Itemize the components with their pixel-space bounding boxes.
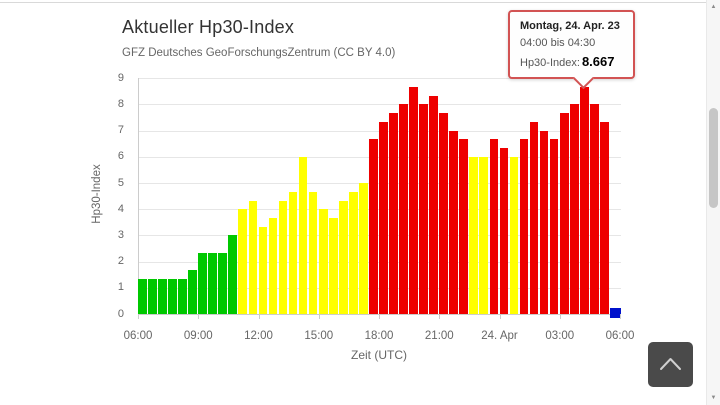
bar-16:30[interactable] (348, 191, 358, 314)
bar-07:00[interactable] (158, 279, 167, 314)
bar-05:30[interactable] (610, 308, 621, 318)
x-axis-tick (620, 314, 621, 319)
x-axis-tick (559, 314, 561, 319)
bar-13:00[interactable] (278, 200, 288, 314)
x-axis-tick (439, 314, 441, 319)
tooltip-index-value: 8.667 (581, 54, 615, 69)
bar-21:30[interactable] (449, 130, 459, 314)
bar-14:00[interactable] (298, 156, 308, 314)
bar-11:30[interactable] (248, 200, 258, 314)
bar-15:30[interactable] (328, 217, 338, 314)
bar-20:00[interactable] (419, 104, 428, 314)
bar-03:30[interactable] (569, 104, 579, 314)
tooltip-time-range: 04:00 bis 04:30 (520, 37, 596, 49)
x-axis-tick-label: 06:00 (123, 330, 153, 342)
bar-17:00[interactable] (358, 183, 368, 314)
x-axis-tick-label: 03:00 (545, 330, 575, 342)
x-axis-tick-label: 15:00 (304, 330, 334, 342)
bar-04:30[interactable] (589, 104, 599, 314)
gridline (138, 104, 621, 106)
scrollbar-down-arrow[interactable]: ▼ (710, 395, 717, 401)
tooltip-index-line: Hp30-Index: 8.667 (520, 54, 623, 69)
bar-02:00[interactable] (539, 130, 549, 314)
bar-13:30[interactable] (288, 191, 298, 314)
bar-08:00[interactable] (178, 279, 187, 314)
x-axis-tick (258, 314, 260, 319)
scrollbar-up-arrow[interactable]: ▲ (710, 4, 717, 10)
bar-18:30[interactable] (389, 113, 398, 314)
bar-00:00[interactable] (499, 148, 509, 314)
bar-05:00[interactable] (599, 121, 609, 314)
chart-title: Aktueller Hp30-Index (122, 17, 295, 37)
bar-00:30[interactable] (509, 156, 519, 314)
y-axis-tick-label: 6 (117, 150, 124, 163)
bar-15:00[interactable] (318, 209, 328, 314)
bar-11:00[interactable] (238, 209, 248, 314)
y-axis-tick-label: 2 (117, 255, 124, 268)
bar-21:00[interactable] (439, 113, 449, 314)
y-axis-tick-label: 7 (117, 124, 124, 137)
bar-12:30[interactable] (268, 217, 278, 314)
bar-18:00[interactable] (379, 121, 388, 314)
bar-20:30[interactable] (429, 95, 438, 314)
chevron-up-icon (648, 358, 693, 390)
y-axis-line (138, 78, 139, 314)
y-axis-title: Hp30-Index (91, 164, 103, 224)
bar-14:30[interactable] (308, 191, 318, 314)
y-axis-tick-label: 5 (117, 176, 124, 189)
bar-01:30[interactable] (529, 121, 539, 314)
x-axis-title: Zeit (UTC) (351, 348, 407, 362)
x-axis-tick (198, 314, 200, 319)
y-axis-tick-label: 0 (117, 307, 124, 320)
y-axis-tick-label: 4 (117, 202, 124, 215)
bar-07:30[interactable] (168, 279, 177, 314)
y-axis-tick-label: 8 (117, 97, 124, 110)
y-axis-tick-label: 9 (117, 71, 124, 84)
scroll-to-top-button[interactable] (648, 342, 693, 387)
bar-09:00[interactable] (198, 252, 208, 314)
x-axis-tick (318, 314, 320, 319)
bar-03:00[interactable] (559, 113, 569, 314)
bar-19:00[interactable] (399, 104, 408, 314)
x-axis-tick-label: 24. Apr (481, 330, 518, 342)
x-axis-tick-label: 18:00 (364, 330, 394, 342)
bar-06:30[interactable] (148, 279, 157, 314)
x-axis-tick-label: 21:00 (424, 330, 454, 342)
gridline (138, 78, 621, 80)
bar-12:00[interactable] (258, 226, 268, 314)
x-axis-tick-label: 09:00 (183, 330, 213, 342)
chart-subtitle: GFZ Deutsches GeoForschungsZentrum (CC B… (122, 47, 396, 59)
x-axis-tick (379, 314, 380, 319)
bar-04:00[interactable] (579, 86, 589, 314)
scrollbar[interactable]: ▲ ▼ (706, 0, 720, 405)
bar-16:00[interactable] (338, 200, 348, 314)
x-axis-tick-label: 06:00 (605, 330, 635, 342)
scrollbar-thumb[interactable] (709, 108, 718, 208)
bar-10:30[interactable] (228, 235, 238, 314)
bar-01:00[interactable] (519, 139, 529, 314)
bar-08:30[interactable] (188, 270, 197, 314)
bar-17:30[interactable] (369, 139, 378, 314)
bar-09:30[interactable] (208, 252, 218, 314)
tooltip-date: Montag, 24. Apr. 23 (520, 20, 620, 32)
bar-02:30[interactable] (549, 139, 559, 314)
x-axis-tick (138, 314, 139, 319)
top-divider (0, 2, 706, 3)
bar-22:30[interactable] (469, 156, 479, 314)
bar-23:00[interactable] (479, 156, 489, 314)
y-axis-tick-label: 1 (117, 281, 124, 294)
bar-10:00[interactable] (218, 252, 228, 314)
bar-06:00[interactable] (138, 279, 147, 314)
bar-23:30[interactable] (489, 139, 499, 314)
bar-22:00[interactable] (459, 139, 469, 314)
tooltip: Montag, 24. Apr. 23 04:00 bis 04:30 Hp30… (508, 10, 635, 90)
x-axis-tick-label: 12:00 (244, 330, 273, 342)
bar-19:30[interactable] (409, 86, 418, 314)
y-axis-tick-label: 3 (117, 228, 124, 241)
tooltip-index-label: Hp30-Index: (520, 57, 580, 69)
x-axis-tick (499, 314, 501, 319)
